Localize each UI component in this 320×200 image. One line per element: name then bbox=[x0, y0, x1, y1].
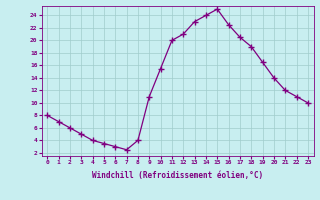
X-axis label: Windchill (Refroidissement éolien,°C): Windchill (Refroidissement éolien,°C) bbox=[92, 171, 263, 180]
